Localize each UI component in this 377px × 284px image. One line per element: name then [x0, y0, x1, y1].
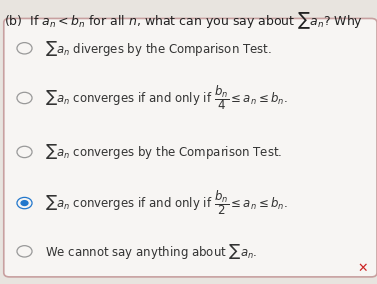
Text: We cannot say anything about $\sum a_n$.: We cannot say anything about $\sum a_n$. — [45, 242, 257, 261]
Text: (b)  If $a_n < b_n$ for all $n$, what can you say about $\sum a_n$? Why: (b) If $a_n < b_n$ for all $n$, what can… — [4, 10, 363, 31]
Circle shape — [17, 246, 32, 257]
Text: $\sum a_n$ converges by the Comparison Test.: $\sum a_n$ converges by the Comparison T… — [45, 143, 282, 161]
Text: $\sum a_n$ diverges by the Comparison Test.: $\sum a_n$ diverges by the Comparison Te… — [45, 39, 272, 58]
Circle shape — [17, 43, 32, 54]
Circle shape — [17, 92, 32, 104]
Text: ✕: ✕ — [357, 262, 368, 275]
Text: $\sum a_n$ converges if and only if $\dfrac{b_n}{2} \leq a_n \leq b_n$.: $\sum a_n$ converges if and only if $\df… — [45, 189, 288, 218]
Circle shape — [17, 146, 32, 158]
Circle shape — [17, 197, 32, 209]
Circle shape — [20, 200, 29, 206]
FancyBboxPatch shape — [4, 18, 377, 277]
Text: $\sum a_n$ converges if and only if $\dfrac{b_n}{4} \leq a_n \leq b_n$.: $\sum a_n$ converges if and only if $\df… — [45, 83, 288, 112]
